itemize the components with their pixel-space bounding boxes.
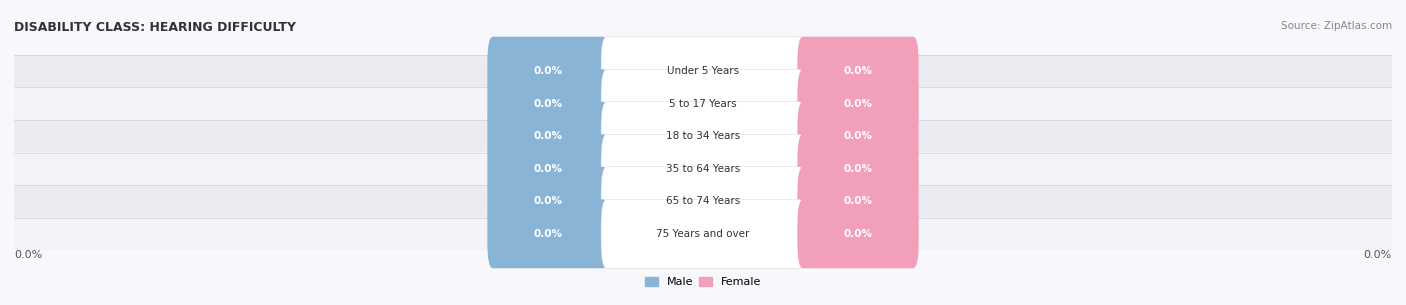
Text: 5 to 17 Years: 5 to 17 Years <box>669 99 737 109</box>
Bar <box>14 217 1392 250</box>
Bar <box>14 185 1392 217</box>
FancyBboxPatch shape <box>797 167 918 236</box>
FancyBboxPatch shape <box>488 199 609 268</box>
Text: 75 Years and over: 75 Years and over <box>657 229 749 239</box>
Text: 0.0%: 0.0% <box>844 66 873 76</box>
FancyBboxPatch shape <box>488 69 609 138</box>
FancyBboxPatch shape <box>488 37 609 106</box>
Text: 18 to 34 Years: 18 to 34 Years <box>666 131 740 141</box>
Text: DISABILITY CLASS: HEARING DIFFICULTY: DISABILITY CLASS: HEARING DIFFICULTY <box>14 21 297 34</box>
Text: 0.0%: 0.0% <box>533 66 562 76</box>
FancyBboxPatch shape <box>797 102 918 171</box>
FancyBboxPatch shape <box>797 37 918 106</box>
Text: 0.0%: 0.0% <box>533 131 562 141</box>
FancyBboxPatch shape <box>488 167 609 236</box>
FancyBboxPatch shape <box>600 102 806 171</box>
FancyBboxPatch shape <box>600 37 806 106</box>
Text: 0.0%: 0.0% <box>533 164 562 174</box>
FancyBboxPatch shape <box>600 167 806 236</box>
FancyBboxPatch shape <box>600 134 806 203</box>
Text: 65 to 74 Years: 65 to 74 Years <box>666 196 740 206</box>
FancyBboxPatch shape <box>797 199 918 268</box>
Text: Source: ZipAtlas.com: Source: ZipAtlas.com <box>1281 21 1392 31</box>
Text: 35 to 64 Years: 35 to 64 Years <box>666 164 740 174</box>
Bar <box>14 88 1392 120</box>
Text: 0.0%: 0.0% <box>844 196 873 206</box>
FancyBboxPatch shape <box>797 69 918 138</box>
Text: 0.0%: 0.0% <box>533 196 562 206</box>
Text: 0.0%: 0.0% <box>1364 250 1392 260</box>
FancyBboxPatch shape <box>488 102 609 171</box>
Bar <box>14 55 1392 88</box>
Text: 0.0%: 0.0% <box>844 131 873 141</box>
Bar <box>14 120 1392 152</box>
Text: Under 5 Years: Under 5 Years <box>666 66 740 76</box>
Text: 0.0%: 0.0% <box>844 99 873 109</box>
Text: 0.0%: 0.0% <box>14 250 42 260</box>
Legend: Male, Female: Male, Female <box>644 277 762 288</box>
Bar <box>14 152 1392 185</box>
Text: 0.0%: 0.0% <box>533 99 562 109</box>
Text: 0.0%: 0.0% <box>844 229 873 239</box>
FancyBboxPatch shape <box>600 199 806 268</box>
FancyBboxPatch shape <box>600 69 806 138</box>
Text: 0.0%: 0.0% <box>533 229 562 239</box>
FancyBboxPatch shape <box>488 134 609 203</box>
Text: 0.0%: 0.0% <box>844 164 873 174</box>
FancyBboxPatch shape <box>797 134 918 203</box>
